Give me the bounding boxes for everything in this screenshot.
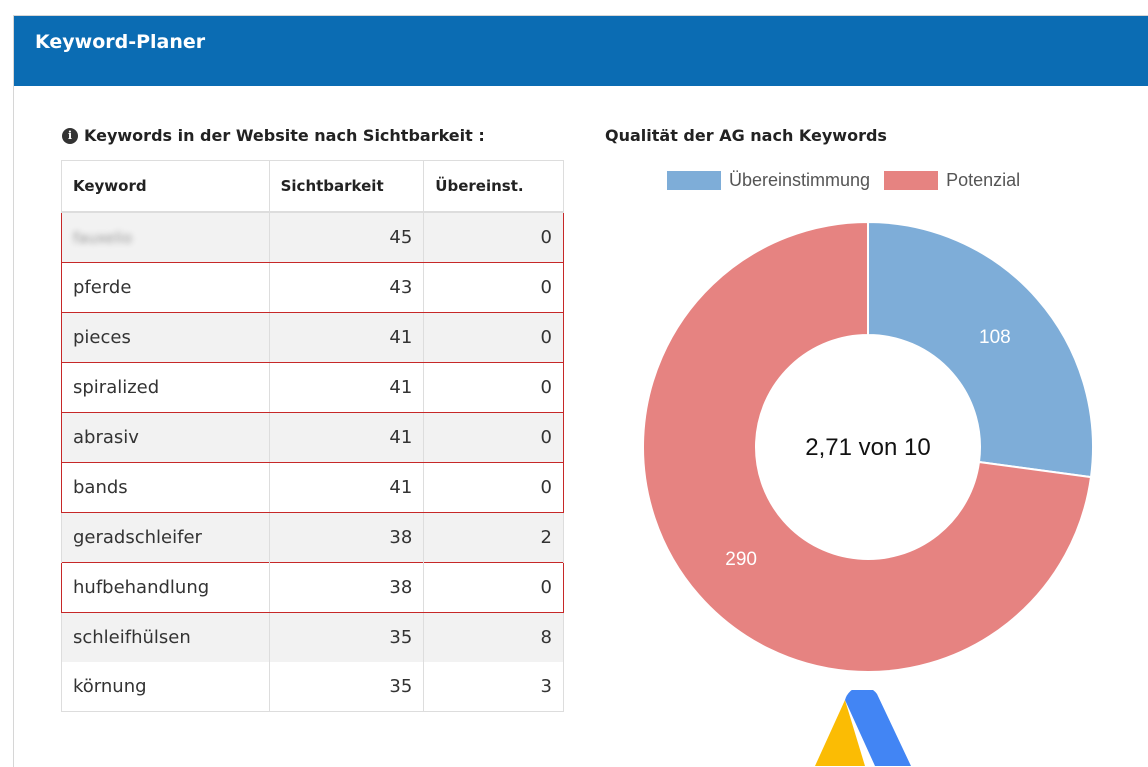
table-row[interactable]: geradschleifer 38 2: [61, 512, 564, 563]
cell-visibility: 41: [268, 362, 425, 413]
donut-value-label: 290: [725, 549, 757, 570]
blurred-keyword: fauxelio: [73, 229, 133, 247]
cell-visibility: 43: [268, 262, 425, 313]
cell-keyword: pferde: [61, 262, 270, 313]
legend-item-potential[interactable]: Potenzial: [884, 170, 1020, 191]
legend-swatch-potential: [884, 171, 939, 190]
cell-keyword: fauxelio: [61, 211, 270, 263]
cell-keyword: schleifhülsen: [61, 612, 270, 662]
panel-header: Keyword-Planer: [14, 16, 1148, 86]
cell-match: 0: [423, 562, 564, 613]
donut-value-label: 108: [979, 327, 1011, 348]
table-row[interactable]: bands 41 0: [61, 462, 564, 513]
cell-keyword: spiralized: [61, 362, 270, 413]
column-header-keyword[interactable]: Keyword: [61, 160, 270, 213]
cell-match: 3: [423, 662, 564, 712]
legend-item-match[interactable]: Übereinstimmung: [667, 170, 870, 191]
donut-slice-match[interactable]: [867, 220, 1094, 479]
cell-match: 0: [423, 412, 564, 463]
table-header-row: Keyword Sichtbarkeit Übereinst.: [61, 160, 564, 213]
cell-visibility: 35: [268, 612, 425, 662]
table-row[interactable]: körnung 35 3: [61, 662, 564, 712]
table-row[interactable]: hufbehandlung 38 0: [61, 562, 564, 613]
cell-visibility: 45: [268, 211, 425, 263]
info-circle-icon[interactable]: i: [62, 127, 78, 144]
cell-match: 8: [423, 612, 564, 662]
table-row[interactable]: fauxelio 45 0: [61, 211, 564, 263]
cell-keyword: abrasiv: [61, 412, 270, 463]
keywords-table: Keyword Sichtbarkeit Übereinst. fauxelio…: [61, 160, 564, 712]
cell-match: 0: [423, 462, 564, 513]
chart-legend: Übereinstimmung Potenzial: [667, 170, 1034, 191]
legend-label-potential: Potenzial: [946, 170, 1021, 190]
cell-keyword: bands: [61, 462, 270, 513]
cell-visibility: 38: [268, 562, 425, 613]
cell-keyword: geradschleifer: [61, 512, 270, 563]
cell-match: 0: [423, 262, 564, 313]
legend-swatch-match: [667, 171, 721, 190]
cell-match: 0: [423, 211, 564, 263]
cell-keyword: körnung: [61, 662, 270, 712]
column-header-visibility[interactable]: Sichtbarkeit: [268, 160, 425, 213]
cell-visibility: 41: [268, 412, 425, 463]
cell-match: 0: [423, 312, 564, 363]
cell-visibility: 41: [268, 462, 425, 513]
cell-keyword: pieces: [61, 312, 270, 363]
column-header-match[interactable]: Übereinst.: [423, 160, 564, 213]
google-ads-logo: [815, 690, 911, 766]
cell-visibility: 35: [268, 662, 425, 712]
quality-section-title: Qualität der AG nach Keywords: [605, 126, 887, 145]
donut-slice-potential[interactable]: [642, 220, 1093, 673]
keywords-section-title: i Keywords in der Website nach Sichtbark…: [62, 126, 485, 145]
legend-label-match: Übereinstimmung: [729, 170, 871, 190]
panel-title: Keyword-Planer: [35, 31, 206, 53]
table-row[interactable]: pferde 43 0: [61, 262, 564, 313]
keywords-section-title-text: Keywords in der Website nach Sichtbarkei…: [84, 126, 485, 145]
table-row[interactable]: abrasiv 41 0: [61, 412, 564, 463]
cell-match: 2: [423, 512, 564, 563]
cell-keyword: hufbehandlung: [61, 562, 270, 613]
table-row[interactable]: schleifhülsen 35 8: [61, 612, 564, 662]
cell-visibility: 38: [268, 512, 425, 563]
donut-center-label: 2,71 von 10: [805, 434, 930, 461]
